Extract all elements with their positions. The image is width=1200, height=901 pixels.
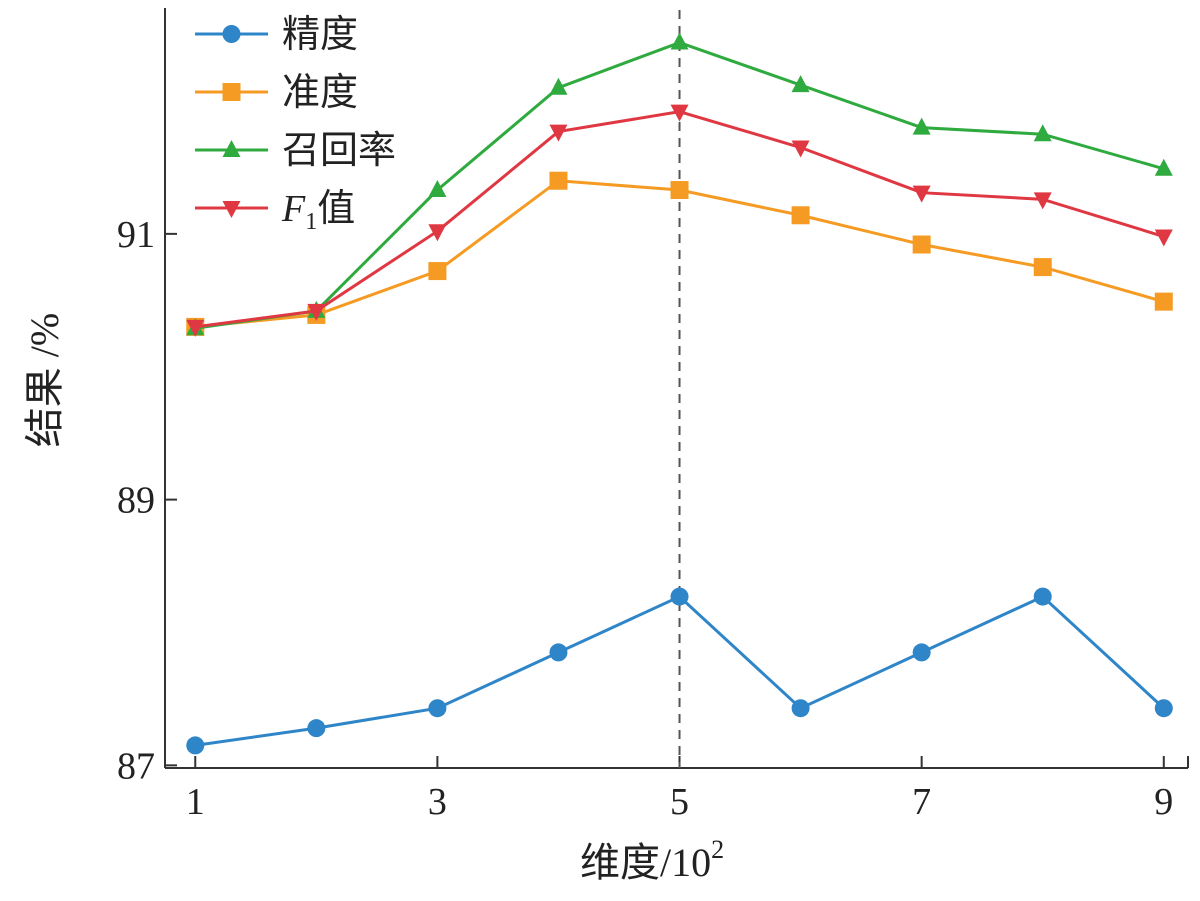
legend-label: 召回率 (282, 130, 396, 172)
data-point (670, 104, 689, 122)
data-point (1033, 124, 1052, 142)
series-3 (186, 32, 1173, 336)
y-axis-title: 结果 /% (22, 313, 67, 447)
x-tick-label: 5 (670, 781, 689, 823)
data-point (222, 140, 241, 157)
legend-item: 召回率 (195, 130, 396, 172)
data-point (1154, 292, 1173, 311)
legend-item: 准度 (195, 72, 358, 114)
data-point (912, 643, 931, 662)
legend-label-part: 值 (317, 188, 355, 230)
data-point (912, 117, 931, 135)
data-point (791, 699, 810, 718)
legend-label-subscript: 1 (305, 209, 317, 235)
data-point (1033, 587, 1052, 606)
data-point (791, 75, 810, 93)
data-point (549, 643, 568, 662)
data-point (186, 319, 205, 337)
legend-item: 精度 (195, 14, 358, 56)
x-axis-title: 维度/102 (580, 835, 724, 885)
legend-label-part: F (281, 188, 306, 230)
data-point (912, 185, 931, 203)
data-point (222, 201, 241, 218)
data-point (670, 587, 689, 606)
data-point (222, 83, 241, 101)
series-1 (186, 587, 1173, 755)
data-point (428, 699, 447, 718)
y-tick-label: 91 (117, 214, 155, 256)
data-point (791, 140, 810, 158)
data-point (428, 180, 447, 198)
x-tick-label: 7 (912, 781, 931, 823)
x-tick-label: 9 (1154, 781, 1173, 823)
x-axis-title-main: 维度/10 (580, 840, 711, 885)
data-point (549, 77, 568, 95)
series-4 (186, 104, 1173, 337)
legend-label: F1值 (281, 188, 355, 235)
data-point (670, 32, 689, 50)
data-point (1154, 229, 1173, 247)
data-point (1033, 258, 1052, 277)
x-tick-label: 1 (186, 781, 205, 823)
x-axis-title-superscript: 2 (711, 835, 724, 864)
data-point (670, 181, 689, 200)
data-point (428, 224, 447, 242)
data-point (912, 235, 931, 254)
y-tick-label: 87 (117, 745, 155, 787)
data-point (549, 124, 568, 142)
y-tick-label: 89 (117, 480, 155, 522)
data-point (222, 25, 241, 43)
data-point (1033, 192, 1052, 210)
legend-label: 准度 (282, 72, 358, 114)
data-point (428, 262, 447, 281)
data-point (1154, 158, 1173, 176)
x-tick-label: 3 (428, 781, 447, 823)
data-point (186, 736, 205, 755)
data-point (549, 171, 568, 190)
legend-label: 精度 (282, 14, 358, 56)
data-point (1154, 699, 1173, 718)
data-point (307, 303, 326, 321)
legend-item: F1值 (195, 188, 355, 235)
data-point (791, 206, 810, 225)
data-point (307, 719, 326, 738)
